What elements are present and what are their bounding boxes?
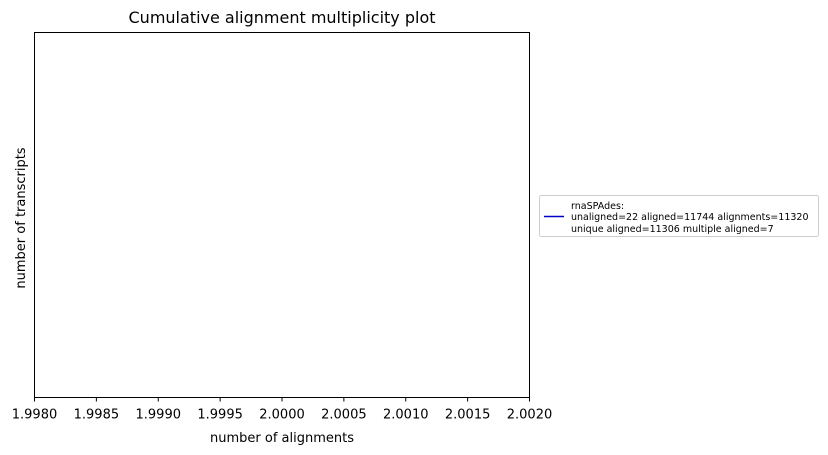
x-tick-label: 2.0010 bbox=[383, 408, 429, 423]
x-tick-label: 2.0015 bbox=[445, 408, 491, 423]
x-axis-label: number of alignments bbox=[210, 431, 354, 446]
x-tick-label: 1.9985 bbox=[74, 408, 120, 423]
plot-area bbox=[34, 32, 530, 398]
y-axis-label: number of transcripts bbox=[14, 147, 29, 288]
x-tick-label: 2.0005 bbox=[321, 408, 367, 423]
chart-title: Cumulative alignment multiplicity plot bbox=[129, 8, 436, 27]
legend-box bbox=[539, 195, 819, 237]
x-tick-label: 2.0000 bbox=[259, 408, 305, 423]
legend-entry-stats-2: unique aligned=11306 multiple aligned=7 bbox=[571, 224, 774, 235]
legend: rnaSPAdes: unaligned=22 aligned=11744 al… bbox=[539, 195, 819, 237]
legend-entry-name: rnaSPAdes: bbox=[571, 201, 624, 212]
x-tick-label: 1.9980 bbox=[12, 408, 58, 423]
x-tick-label: 2.0020 bbox=[507, 408, 553, 423]
x-tick-label: 1.9990 bbox=[136, 408, 182, 423]
legend-entry-stats-1: unaligned=22 aligned=11744 alignments=11… bbox=[571, 212, 809, 223]
x-tick-label: 1.9995 bbox=[197, 408, 243, 423]
x-axis: 1.9980 1.9985 1.9990 1.9995 2.0000 2.0005 2.00… bbox=[12, 397, 553, 423]
